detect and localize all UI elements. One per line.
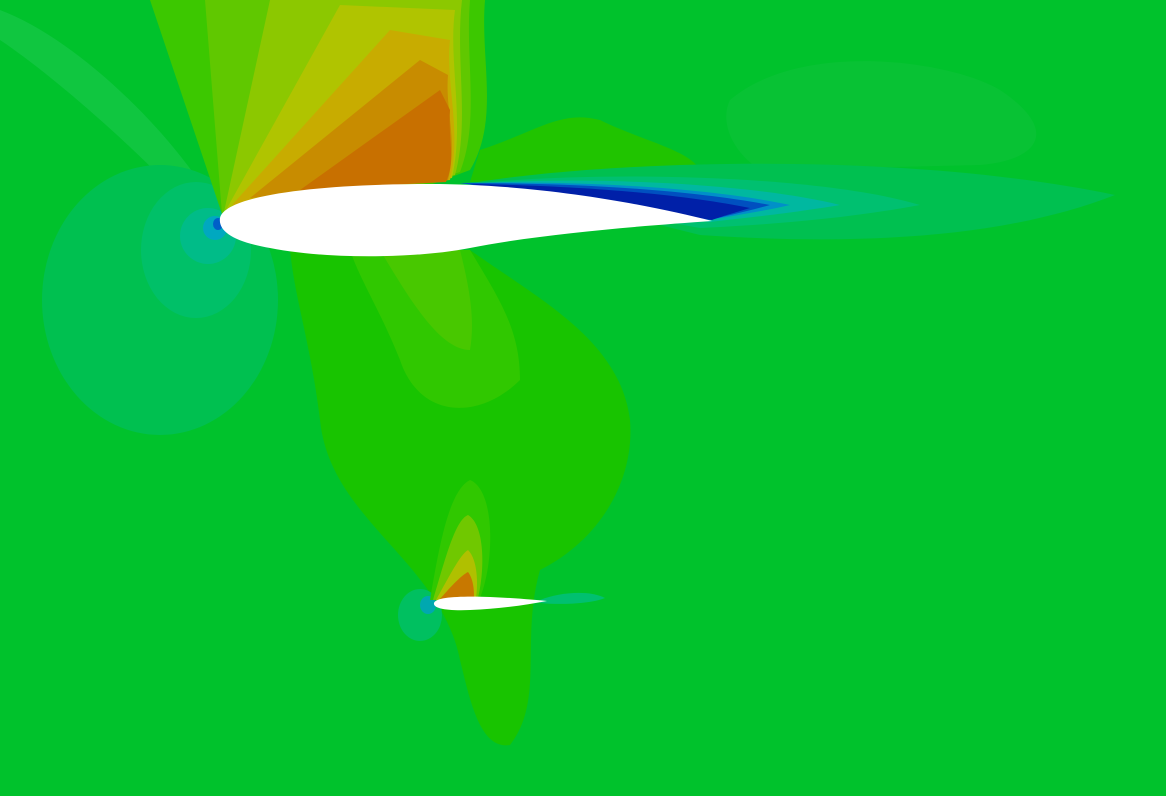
contour	[300, 90, 452, 190]
contour	[380, 250, 472, 350]
contour	[470, 117, 700, 182]
contour	[726, 61, 1037, 170]
small-airfoil	[433, 596, 547, 611]
contour	[540, 592, 605, 604]
main-airfoil	[219, 184, 712, 257]
contour	[440, 572, 474, 599]
contour	[420, 596, 436, 614]
